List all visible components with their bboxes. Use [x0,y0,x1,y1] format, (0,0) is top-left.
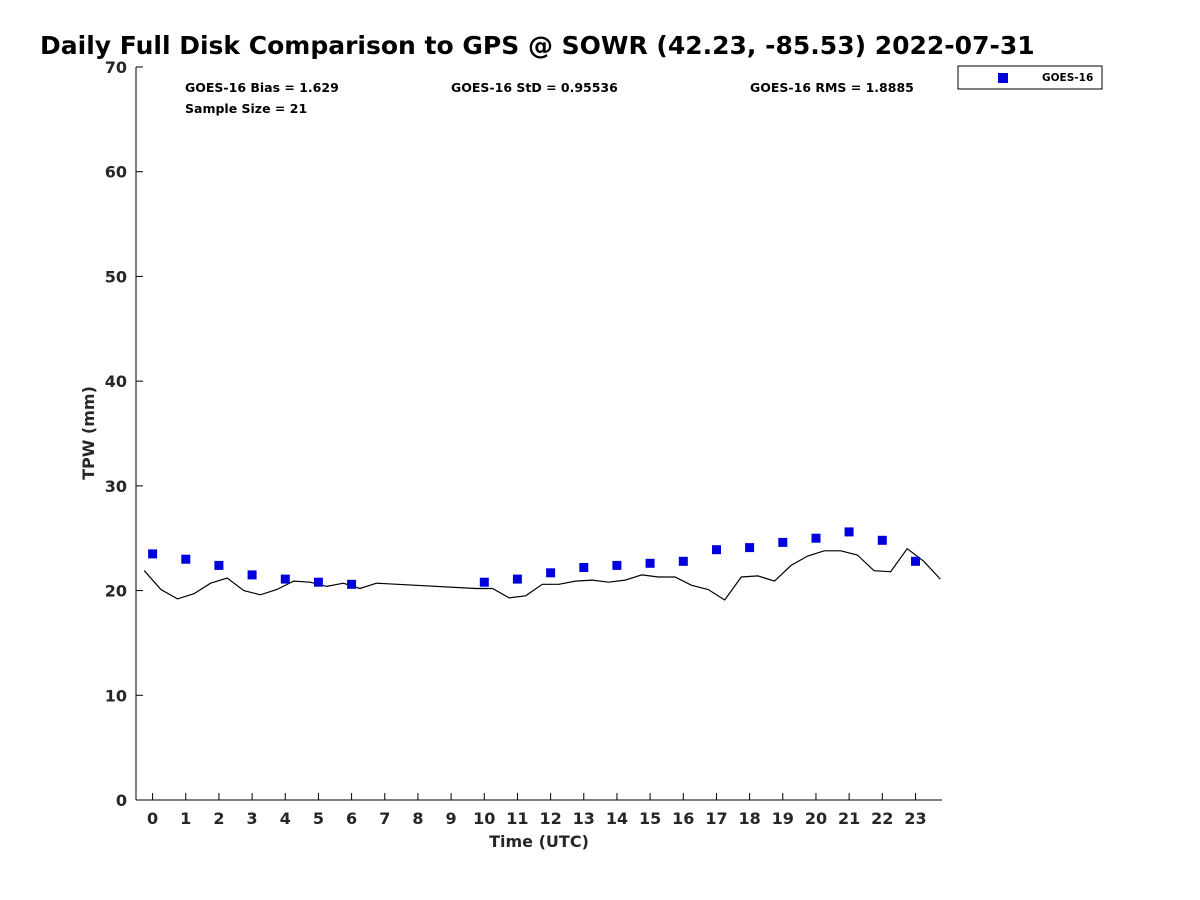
y-tick-label: 50 [105,267,127,286]
goes16-point [811,533,821,543]
x-tick-label: 16 [672,809,694,828]
goes16-point [745,543,755,553]
y-tick-label: 40 [105,372,127,391]
x-tick-label: 9 [446,809,457,828]
y-ticks: 0 10 20 30 40 50 60 70 [105,58,143,810]
rms-annotation: GOES-16 RMS = 1.8885 [750,80,914,95]
y-tick-label: 60 [105,163,127,182]
x-tick-label: 8 [412,809,423,828]
x-ticks: 0 1 2 3 4 5 6 7 8 9 10 11 12 13 14 15 16 17 18 19 20 21 22 23 [147,793,927,828]
goes16-point [313,577,323,587]
goes16-point [347,579,357,589]
goes16-point [877,535,887,545]
goes16-point [247,570,257,580]
x-tick-label: 7 [379,809,390,828]
y-axis-label: TPW (mm) [79,386,98,480]
goes16-point [844,527,854,537]
goes16-point [479,577,489,587]
goes16-point [645,558,655,568]
x-tick-label: 22 [871,809,893,828]
y-tick-label: 20 [105,582,127,601]
std-annotation: GOES-16 StD = 0.95536 [451,80,618,95]
goes16-point [512,574,522,584]
goes16-point [148,549,158,559]
x-tick-label: 21 [838,809,860,828]
sample-size-annotation: Sample Size = 21 [185,101,307,116]
plot-area [135,67,942,801]
bias-annotation: GOES-16 Bias = 1.629 [185,80,339,95]
goes16-point [181,554,191,564]
goes16-point [712,545,721,555]
x-tick-label: 4 [280,809,291,828]
x-tick-label: 0 [147,809,158,828]
x-tick-label: 20 [805,809,827,828]
x-tick-label: 2 [213,809,224,828]
goes16-point [280,574,290,584]
x-tick-label: 11 [506,809,528,828]
x-tick-label: 13 [573,809,595,828]
legend-marker [998,73,1008,83]
goes16-point [911,556,920,566]
goes16-point [579,563,589,572]
x-tick-label: 19 [772,809,794,828]
goes16-point [678,556,688,566]
gps-series [143,547,941,601]
legend-label: GOES-16 [1042,72,1093,84]
legend: GOES-16 [957,65,1103,90]
x-tick-label: 17 [705,809,727,828]
x-tick-label: 1 [180,809,191,828]
goes16-point [612,560,622,570]
y-tick-label: 10 [105,686,127,705]
goes16-point [546,568,556,578]
legend-box [957,65,1103,90]
goes16-point [778,537,788,547]
x-axis-label: Time (UTC) [489,832,589,851]
chart-title: Daily Full Disk Comparison to GPS @ SOWR… [40,31,1035,60]
goes16-point [214,560,224,570]
x-tick-label: 3 [247,809,258,828]
stats-annotations: GOES-16 Bias = 1.629 Sample Size = 21 GO… [185,80,914,116]
y-tick-label: 70 [105,58,127,77]
x-tick-label: 10 [473,809,495,828]
x-tick-label: 5 [313,809,324,828]
x-tick-label: 23 [904,809,926,828]
y-tick-label: 0 [116,791,127,810]
goes16-series [148,527,920,589]
x-tick-label: 15 [639,809,661,828]
x-tick-label: 18 [738,809,760,828]
x-tick-label: 6 [346,809,357,828]
x-tick-label: 12 [539,809,561,828]
gps-line [143,547,941,601]
y-tick-label: 30 [105,477,127,496]
x-tick-label: 14 [606,809,628,828]
